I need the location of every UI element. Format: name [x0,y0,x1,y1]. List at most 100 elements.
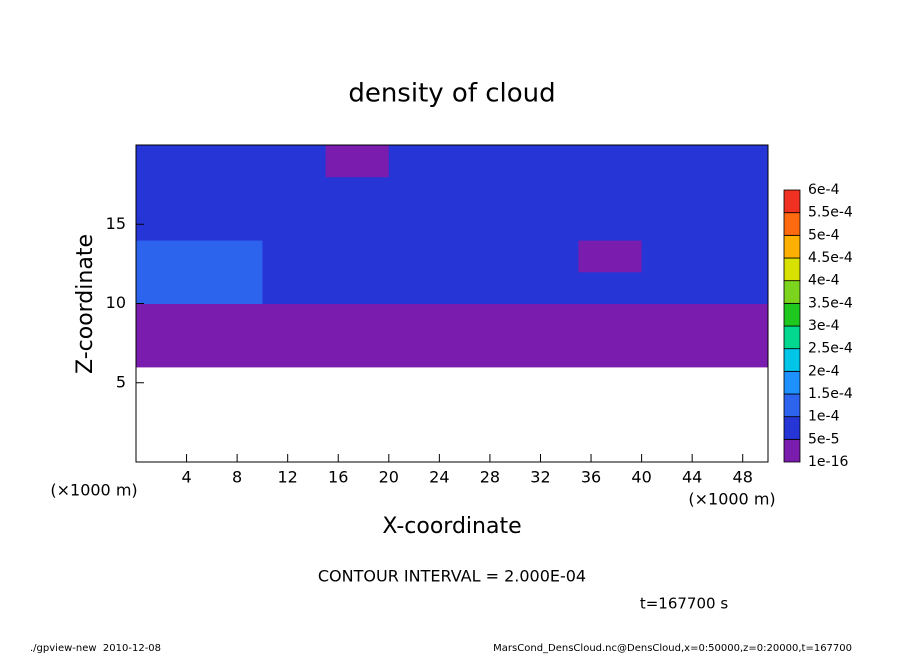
time-label: t=167700 s [640,595,728,613]
contour-cell [452,176,516,209]
x-tick-label: 40 [631,468,651,487]
contour-cell [199,145,263,178]
colorbar-label: 5e-5 [808,431,839,447]
contour-cell [325,335,390,368]
y-tick-label: 5 [116,372,126,391]
colorbar-label: 4e-4 [808,273,840,289]
contour-cell [641,240,706,273]
colorbar-box [783,189,801,214]
x-tick-label: 8 [232,468,242,487]
contour-cell [578,240,643,273]
colorbar-box [783,280,801,304]
colorbar-label: 1e-4 [808,409,840,425]
contour-cell [262,176,327,209]
contour-cell [199,303,263,336]
contour-cell [515,176,579,209]
x-tick-label: 32 [530,468,550,487]
contour-cell [199,176,263,209]
contour-cell [136,208,200,241]
contour-cell [136,335,200,368]
x-tick-label: 4 [181,468,191,487]
contour-cell [325,271,390,304]
contour-cell [515,335,579,368]
contour-cell [641,303,706,336]
colorbar-box [783,438,801,463]
contour-cell [704,145,769,178]
contour-cell [704,335,769,368]
x-tick-label: 44 [682,468,702,487]
contour-cell [262,208,327,241]
contour-cell [452,335,516,368]
contour-cell [641,271,706,304]
contour-cell [452,208,516,241]
contour-cell [325,303,390,336]
contour-cell [641,176,706,209]
x-axis-label: X-coordinate [382,514,521,539]
x-tick-label: 20 [379,468,399,487]
contour-cell [262,240,327,273]
colorbar-label: 1e-16 [808,454,848,470]
contour-cell [515,208,579,241]
x-tick-label: 12 [278,468,298,487]
colorbar-box [783,212,801,236]
contour-cell [325,176,390,209]
contour-cell [325,240,390,273]
contour-cell [578,271,643,304]
colorbar-label: 4.5e-4 [808,250,853,266]
contour-cell [578,303,643,336]
contour-cell [452,240,516,273]
contour-cell [388,176,453,209]
colorbar-box [783,234,801,259]
colorbar-box [783,416,801,440]
y-unit: (×1000 m) [50,481,137,500]
colorbar-box [783,302,801,327]
contour-cell [452,145,516,178]
x-tick-label: 36 [581,468,601,487]
contour-cell [388,240,453,273]
colorbar-label: 2.5e-4 [808,341,853,357]
contour-cell [199,271,263,304]
x-unit: (×1000 m) [688,490,775,509]
contour-cell [578,145,643,178]
footer-right: MarsCond_DensCloud.nc@DensCloud,x=0:5000… [493,643,852,654]
colorbar-label: 1.5e-4 [808,386,853,402]
colorbar-box [783,370,801,395]
contour-cell [199,240,263,273]
colorbar-label: 2e-4 [808,363,840,379]
contour-interval: CONTOUR INTERVAL = 2.000E-04 [318,567,586,586]
contour-cell [704,271,769,304]
colorbar-label: 6e-4 [808,182,840,198]
contour-cell [452,303,516,336]
contour-cell [262,303,327,336]
contour-cell [136,145,200,178]
colorbar-label: 5e-4 [808,227,840,243]
contour-cell [388,145,453,178]
contour-cell [515,145,579,178]
y-axis-label: Z-coordinate [73,234,98,374]
y-tick-label: 15 [106,214,126,233]
x-tick-label: 24 [429,468,449,487]
contour-cell [452,271,516,304]
colorbar-box [783,393,801,418]
colorbar-label: 5.5e-4 [808,205,853,221]
contour-cell [136,271,200,304]
contour-cell [704,303,769,336]
contour-cell [578,208,643,241]
colorbar-label: 3.5e-4 [808,295,853,311]
contour-cell [262,145,327,178]
contour-cell [136,240,200,273]
contour-cell [704,176,769,209]
colorbar-box [783,325,801,350]
colorbar-box [783,257,801,282]
x-tick-label: 48 [733,468,753,487]
contour-cell [325,208,390,241]
contour-cell [388,335,453,368]
contour-cell [641,208,706,241]
contour-cell [704,208,769,241]
contour-cell [388,208,453,241]
contour-cell [704,240,769,273]
contour-cell [199,208,263,241]
contour-cell [199,335,263,368]
x-tick-label: 16 [328,468,348,487]
